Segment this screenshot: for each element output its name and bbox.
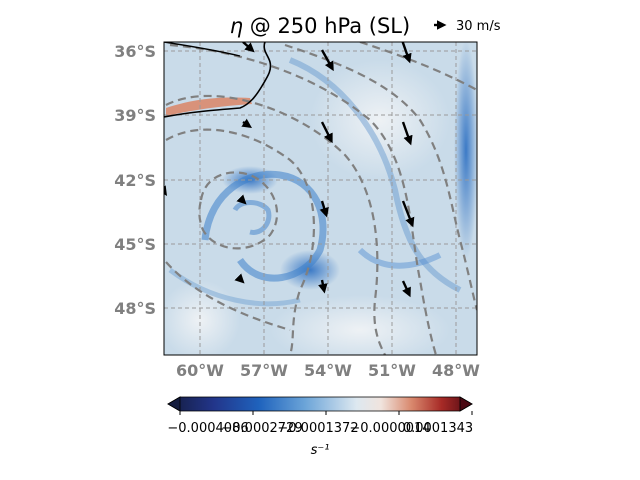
wind-arrow bbox=[401, 42, 412, 64]
colorbar-tick-label: −0.0004086 bbox=[167, 421, 248, 436]
wind-vectors bbox=[164, 42, 415, 298]
wind-arrow bbox=[242, 42, 255, 53]
colorbar-bar bbox=[167, 396, 473, 412]
contour-line bbox=[198, 171, 279, 250]
x-tick-label: 60°W bbox=[176, 361, 224, 380]
field-light-zone bbox=[270, 295, 450, 355]
colorbar-tick-label: −0.0000014 bbox=[349, 421, 430, 436]
map-panel bbox=[164, 42, 477, 355]
y-tick-label: 45°S bbox=[114, 235, 156, 254]
coastline-upper bbox=[164, 42, 241, 57]
x-tick-label: 51°W bbox=[368, 361, 416, 380]
wind-arrow bbox=[319, 200, 329, 218]
x-tick-label: 57°W bbox=[240, 361, 288, 380]
field-strong-zone bbox=[454, 42, 477, 260]
vorticity-filament bbox=[288, 57, 462, 293]
contour-line bbox=[165, 261, 291, 332]
x-tick-label: 54°W bbox=[304, 361, 352, 380]
map-border bbox=[163, 41, 478, 356]
colorbar-label: s⁻¹ bbox=[311, 443, 330, 458]
wind-arrow bbox=[164, 185, 167, 196]
wind-arrow bbox=[320, 121, 333, 144]
colorbar: −0.0004086 −0.0002729 −0.0001372 −0.0000… bbox=[167, 396, 473, 458]
contour-line bbox=[359, 42, 477, 91]
colorbar-tick-label: 0.0001343 bbox=[403, 421, 473, 436]
wind-arrow bbox=[401, 280, 411, 298]
colorbar-tick-label: −0.0001372 bbox=[277, 421, 358, 436]
y-axis-labels: 36°S 39°S 42°S 45°S 48°S bbox=[114, 42, 156, 318]
y-tick-label: 42°S bbox=[114, 171, 156, 190]
wind-arrow bbox=[401, 121, 413, 146]
wind-arrow bbox=[320, 49, 334, 72]
contour-line bbox=[165, 94, 386, 355]
y-tick-label: 39°S bbox=[114, 106, 156, 125]
vorticity-filament bbox=[168, 267, 301, 307]
contour-line bbox=[284, 43, 477, 311]
colorbar-extend-high bbox=[459, 396, 473, 412]
chart-title: η @ 250 hPa (SL) bbox=[230, 14, 410, 38]
colorbar-extend-low bbox=[167, 396, 181, 412]
graticule bbox=[164, 42, 477, 355]
field-strong-zone bbox=[280, 250, 340, 290]
vorticity-filament bbox=[357, 247, 442, 269]
field-light-zone bbox=[310, 60, 450, 180]
wind-arrow bbox=[234, 273, 245, 284]
x-axis-labels: 60°W 57°W 54°W 51°W 48°W bbox=[176, 361, 480, 380]
contours bbox=[165, 42, 477, 355]
wind-arrow bbox=[241, 118, 252, 128]
quiver-key-label: 30 m/s bbox=[456, 19, 501, 34]
wind-arrow bbox=[401, 200, 415, 228]
vorticity-filament bbox=[201, 170, 327, 282]
wind-arrow bbox=[318, 279, 328, 294]
wind-arrow bbox=[236, 194, 247, 205]
field-light-zone bbox=[164, 280, 240, 355]
y-tick-label: 48°S bbox=[114, 299, 156, 318]
positive-vorticity-streak bbox=[166, 97, 252, 116]
contour-line bbox=[165, 128, 316, 355]
coastline bbox=[164, 42, 272, 118]
contour-line bbox=[169, 43, 438, 355]
colorbar-tick-label: −0.0002729 bbox=[221, 421, 302, 436]
quiver-key: 30 m/s bbox=[434, 19, 501, 34]
x-tick-label: 48°W bbox=[432, 361, 480, 380]
y-tick-label: 36°S bbox=[114, 42, 156, 61]
